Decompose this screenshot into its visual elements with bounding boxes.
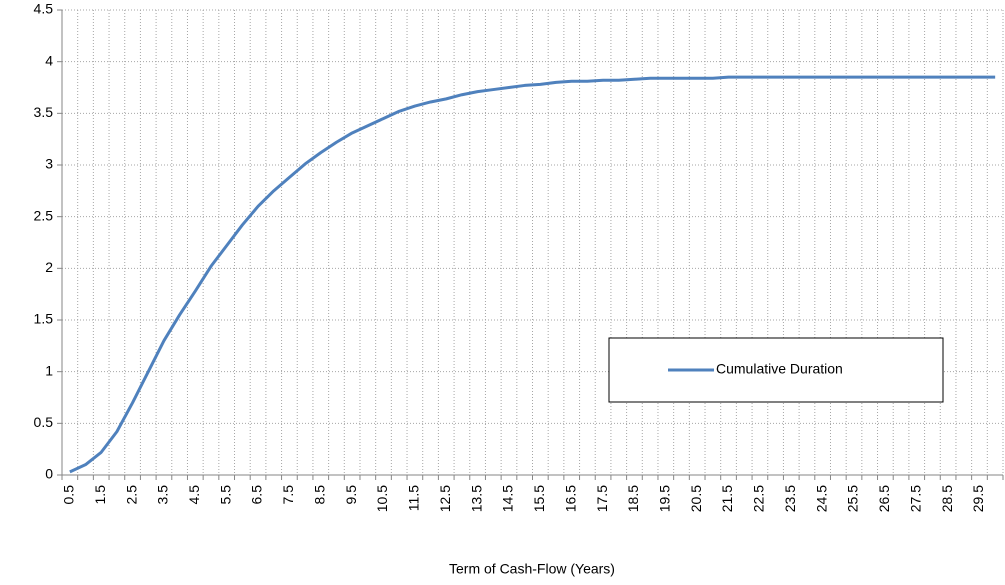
legend-box	[608, 337, 944, 403]
y-tick-label: 1	[45, 362, 53, 378]
x-tick-label: 23.5	[782, 485, 798, 512]
y-tick-label: 1.5	[34, 311, 54, 327]
x-tick-label: 7.5	[280, 485, 296, 505]
y-tick-label: 0	[45, 466, 53, 482]
x-tick-label: 11.5	[406, 485, 422, 511]
x-tick-label: 29.5	[970, 485, 986, 512]
x-tick-label: 6.5	[249, 485, 265, 505]
x-tick-label: 19.5	[657, 485, 673, 512]
x-tick-label: 4.5	[186, 485, 202, 505]
x-tick-label: 1.5	[92, 485, 108, 505]
legend-label: Cumulative Duration	[716, 361, 843, 377]
line-series	[69, 75, 996, 474]
x-tick-label: 16.5	[562, 485, 578, 512]
x-tick-label: 28.5	[939, 485, 955, 512]
y-tick-label: 3	[45, 156, 53, 172]
y-tick-label: 0.5	[34, 414, 54, 430]
x-axis-title: Term of Cash-Flow (Years)	[449, 561, 615, 577]
x-tick-label: 13.5	[468, 485, 484, 512]
y-tick-label: 4.5	[34, 1, 54, 17]
x-tick-label: 2.5	[123, 485, 139, 505]
x-tick-label: 18.5	[625, 485, 641, 512]
x-tick-label: 24.5	[813, 485, 829, 512]
x-tick-label: 12.5	[437, 485, 453, 512]
y-tick-label: 4	[45, 52, 53, 68]
x-tick-label: 22.5	[751, 485, 767, 512]
y-tick-label: 2	[45, 259, 53, 275]
x-tick-label: 15.5	[531, 485, 547, 512]
x-tick-label: 5.5	[217, 485, 233, 505]
x-tick-label: 26.5	[876, 485, 892, 512]
x-tick-label: 10.5	[374, 485, 390, 512]
x-tick-label: 0.5	[61, 485, 77, 505]
x-tick-label: 8.5	[311, 485, 327, 505]
x-tick-label: 17.5	[594, 485, 610, 512]
x-tick-label: 25.5	[845, 485, 861, 512]
x-tick-label: 3.5	[155, 485, 171, 505]
y-tick-label: 2.5	[34, 207, 54, 223]
y-tick-label: 3.5	[34, 104, 54, 120]
x-tick-label: 20.5	[688, 485, 704, 512]
x-tick-label: 21.5	[719, 485, 735, 512]
x-tick-label: 14.5	[500, 485, 516, 512]
x-tick-label: 27.5	[907, 485, 923, 512]
legend: Cumulative Duration	[608, 337, 944, 403]
x-tick-label: 9.5	[343, 485, 359, 505]
